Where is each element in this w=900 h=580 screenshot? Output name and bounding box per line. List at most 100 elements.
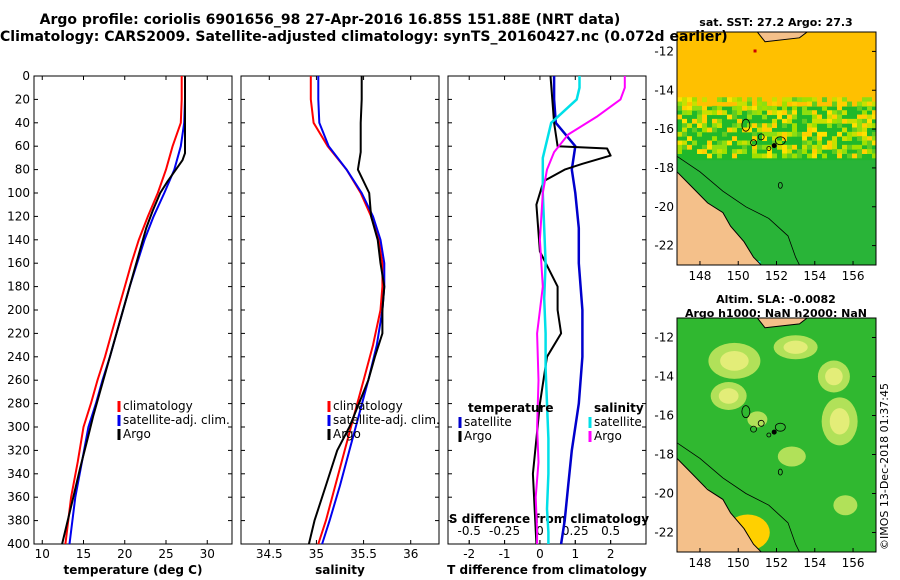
- sst-pixel: [737, 105, 742, 111]
- sst-pixel: [757, 97, 762, 103]
- x-axis-label: T difference from climatology: [447, 563, 647, 577]
- sst-pixel: [752, 144, 757, 150]
- map-lon-label: 154: [803, 269, 826, 283]
- sst-red-pixel: [753, 49, 757, 53]
- map-lon-label: 150: [727, 556, 750, 570]
- sst-pixel: [817, 114, 822, 120]
- sst-pixel: [747, 97, 752, 103]
- sst-pixel: [842, 127, 847, 133]
- sst-pixel: [787, 149, 792, 154]
- x2-tick-label: -0.25: [489, 524, 520, 538]
- sst-pixel: [762, 101, 767, 107]
- sst-pixel: [762, 136, 767, 142]
- sla-peak-anomaly: [825, 367, 843, 386]
- x-tick-label: 34.5: [256, 547, 283, 561]
- sst-pixel: [777, 110, 782, 116]
- sst-pixel: [767, 127, 772, 133]
- sst-pixel: [867, 118, 872, 124]
- sst-pixel: [692, 140, 697, 146]
- sst-pixel: [692, 127, 697, 133]
- sst-pixel: [867, 123, 872, 129]
- sst-pixel: [812, 153, 817, 159]
- legend-label: Argo: [123, 427, 151, 441]
- sst-pixel: [762, 114, 767, 120]
- sst-pixel: [872, 114, 876, 120]
- sst-pixel: [872, 153, 876, 159]
- sst-pixel: [747, 110, 752, 116]
- island: [756, 318, 808, 329]
- sst-pixel: [767, 153, 772, 159]
- title-line-2: Climatology: CARS2009. Satellite-adjuste…: [0, 29, 728, 45]
- sst-pixel: [747, 140, 752, 146]
- sst-pixel: [732, 114, 737, 120]
- sst-pixel: [712, 149, 717, 154]
- sst-pixel: [772, 136, 777, 142]
- sst-pixel: [862, 101, 867, 107]
- sst-pixel: [802, 118, 807, 124]
- sst-pixel: [787, 110, 792, 116]
- y-tick-label: 120: [7, 209, 30, 223]
- sst-pixel: [817, 118, 822, 124]
- sst-pixel: [702, 105, 707, 111]
- series-line-salinity-satellite: [541, 76, 581, 544]
- sst-pixel: [782, 101, 787, 107]
- series-line-argo: [61, 76, 186, 545]
- sst-pixel: [832, 136, 837, 142]
- sst-pixel: [812, 101, 817, 107]
- sst-pixel: [787, 114, 792, 120]
- sst-pixel: [707, 144, 712, 150]
- sst-pixel: [772, 140, 777, 146]
- sst-pixel: [787, 153, 792, 159]
- legend-label: climatology: [333, 399, 403, 413]
- y-tick-label: 0: [22, 69, 30, 83]
- sst-pixel: [782, 123, 787, 129]
- sst-pixel: [717, 105, 722, 111]
- sst-pixel: [862, 97, 867, 103]
- sst-pixel: [852, 127, 857, 133]
- reef-outline: [774, 422, 786, 432]
- reef-outline: [757, 419, 765, 427]
- map-lat-label: -18: [654, 161, 674, 175]
- sst-pixel: [747, 127, 752, 133]
- sst-pixel: [872, 110, 876, 116]
- sst-pixel: [732, 127, 737, 133]
- sst-pixel: [687, 123, 692, 129]
- sst-pixel: [727, 97, 732, 103]
- map-lat-label: -14: [654, 370, 674, 384]
- sst-pixel: [832, 101, 837, 107]
- x-tick-label: 35: [309, 547, 324, 561]
- y-tick-label: 340: [7, 467, 30, 481]
- sst-pixel: [717, 149, 722, 154]
- sst-pixel: [857, 118, 862, 124]
- sst-pixel: [712, 127, 717, 133]
- sst-pixel: [802, 149, 807, 154]
- sst-pixel: [812, 136, 817, 142]
- sst-pixel: [867, 101, 872, 107]
- sst-pixel: [752, 110, 757, 116]
- sst-pixel: [697, 114, 702, 120]
- sst-pixel: [827, 118, 832, 124]
- x-tick-label: -2: [463, 547, 475, 561]
- plot-frame: [447, 75, 647, 545]
- sst-pixel: [787, 131, 792, 137]
- sst-pixel: [677, 131, 682, 137]
- sst-pixel: [827, 123, 832, 129]
- legend-title-temperature: temperature: [468, 401, 553, 415]
- map-lat-label: -12: [654, 331, 674, 345]
- sst-pixel: [752, 136, 757, 142]
- y-tick-label: 200: [7, 303, 30, 317]
- legend-label: satellite-adj. clim.: [333, 413, 440, 427]
- sst-pixel: [747, 105, 752, 111]
- sst-pixel: [752, 153, 757, 159]
- sst-pixel: [737, 140, 742, 146]
- sst-pixel: [807, 140, 812, 146]
- sst-pixel: [857, 123, 862, 129]
- y-tick-label: 240: [7, 350, 30, 364]
- sst-pixel: [792, 144, 797, 150]
- sst-pixel: [857, 131, 862, 137]
- sst-pixel: [722, 140, 727, 146]
- sst-pixel: [767, 123, 772, 129]
- sst-pixel: [767, 110, 772, 116]
- sst-pixel: [872, 123, 876, 129]
- sst-pixel: [837, 110, 842, 116]
